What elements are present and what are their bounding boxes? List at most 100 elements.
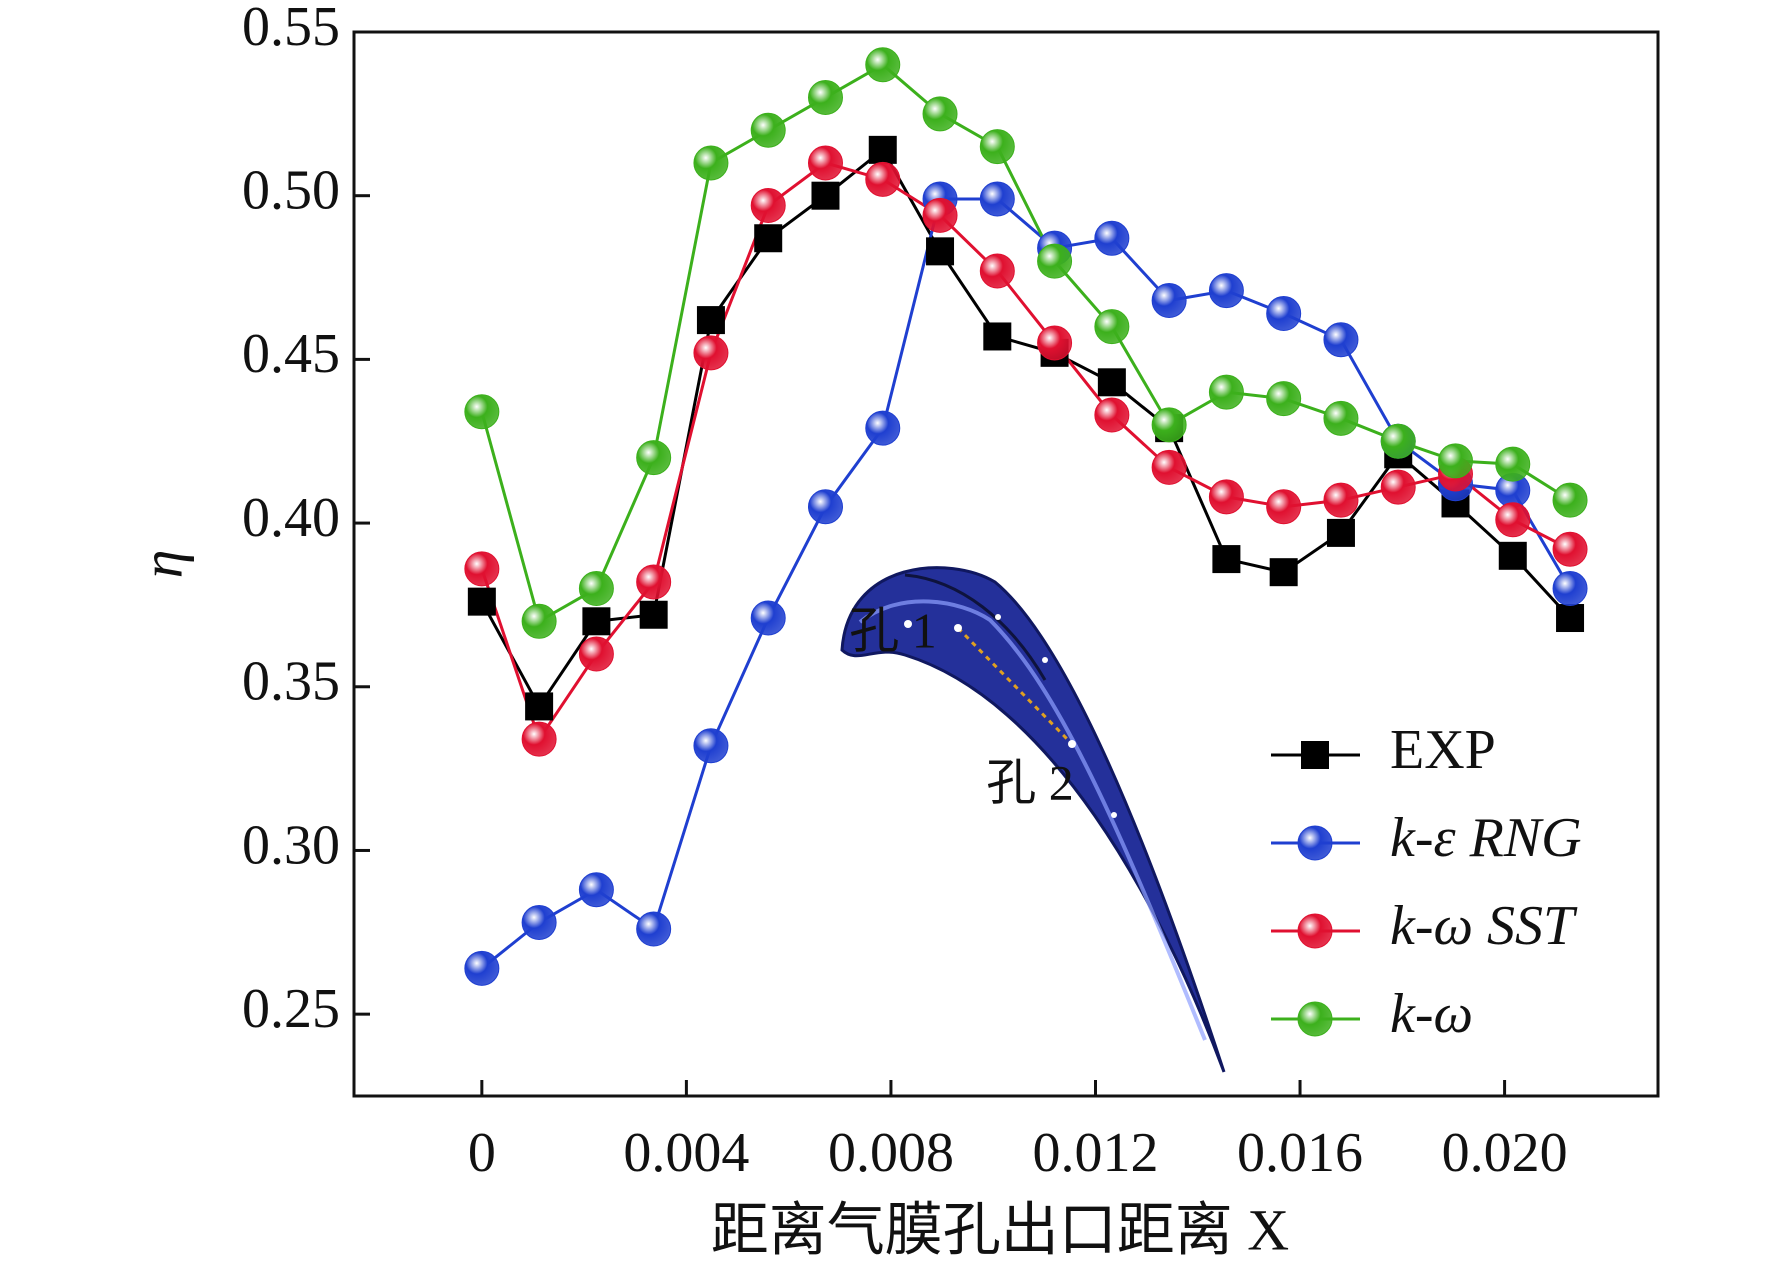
y-tick-label: 0.50 [242,160,340,222]
marker [922,96,958,132]
marker [1552,482,1588,518]
marker [865,410,901,446]
marker [1498,541,1527,570]
marker [636,911,672,947]
marker [1437,443,1473,479]
marker [865,47,901,83]
marker [865,161,901,197]
marker [521,904,557,940]
marker [521,721,557,757]
y-tick-label: 0.40 [242,487,340,549]
marker [1208,479,1244,515]
annotation: 孔 2 [986,754,1074,810]
marker [578,636,614,672]
marker [464,551,500,587]
marker [1495,502,1531,538]
marker [639,600,668,629]
marker [1212,545,1241,574]
marker [750,112,786,148]
y-tick-label: 0.25 [242,978,340,1040]
marker [1323,482,1359,518]
legend-label: k-ω SST [1390,895,1578,957]
marker [467,587,496,616]
y-tick-label: 0.30 [242,814,340,876]
marker [582,607,611,636]
marker [1151,449,1187,485]
marker [1266,381,1302,417]
marker [754,224,783,253]
marker [979,253,1015,289]
marker [1266,489,1302,525]
marker [1380,469,1416,505]
marker [1097,368,1126,397]
marker [636,564,672,600]
marker [696,306,725,335]
marker [868,135,897,164]
marker [1552,531,1588,567]
x-axis-label: 距离气膜孔出口距离 X [711,1197,1289,1262]
legend-marker [1297,825,1333,861]
marker [1037,243,1073,279]
marker [1552,571,1588,607]
series-line [480,62,1571,624]
marker [807,145,843,181]
marker [1208,374,1244,410]
marker [693,145,729,181]
marker [578,872,614,908]
marker [750,188,786,224]
y-tick-label: 0.45 [242,323,340,385]
marker [1094,220,1130,256]
x-tick-label: 0.004 [623,1122,749,1184]
y-axis-label: η [129,550,194,579]
legend-label: EXP [1390,719,1496,781]
marker [1151,282,1187,318]
legend-label: k-ω [1390,983,1473,1045]
marker [578,571,614,607]
marker [983,322,1012,351]
marker [1208,273,1244,309]
marker [922,197,958,233]
marker [1495,446,1531,482]
marker [693,728,729,764]
y-tick-label: 0.55 [242,0,340,58]
marker [811,181,840,210]
marker [1094,309,1130,345]
marker [807,79,843,115]
marker [1266,296,1302,332]
marker [807,489,843,525]
x-tick-label: 0 [468,1122,496,1184]
legend-marker [1297,913,1333,949]
marker [926,237,955,266]
legend-marker [1301,741,1329,769]
marker [464,394,500,430]
x-tick-label: 0.012 [1032,1122,1158,1184]
x-tick-label: 0.008 [828,1122,954,1184]
y-tick-label: 0.35 [242,651,340,713]
marker [525,692,554,721]
marker [979,129,1015,165]
marker [521,603,557,639]
annotation: 孔 1 [849,602,937,658]
legend-marker [1297,1001,1333,1037]
marker [464,950,500,986]
legend-label: k-ε RNG [1390,807,1582,869]
marker [1151,407,1187,443]
marker [1269,558,1298,587]
series-line [480,197,1572,970]
marker [979,181,1015,217]
marker [1323,400,1359,436]
marker [1323,322,1359,358]
marker [693,335,729,371]
marker [1037,325,1073,361]
marker [1326,518,1355,547]
marker [636,440,672,476]
x-tick-label: 0.020 [1442,1122,1568,1184]
marker [1094,397,1130,433]
marker [1556,604,1585,633]
marker [750,600,786,636]
marker [1380,423,1416,459]
x-tick-label: 0.016 [1237,1122,1363,1184]
plot-frame [352,30,1660,1098]
inset-blade [840,566,1226,1073]
